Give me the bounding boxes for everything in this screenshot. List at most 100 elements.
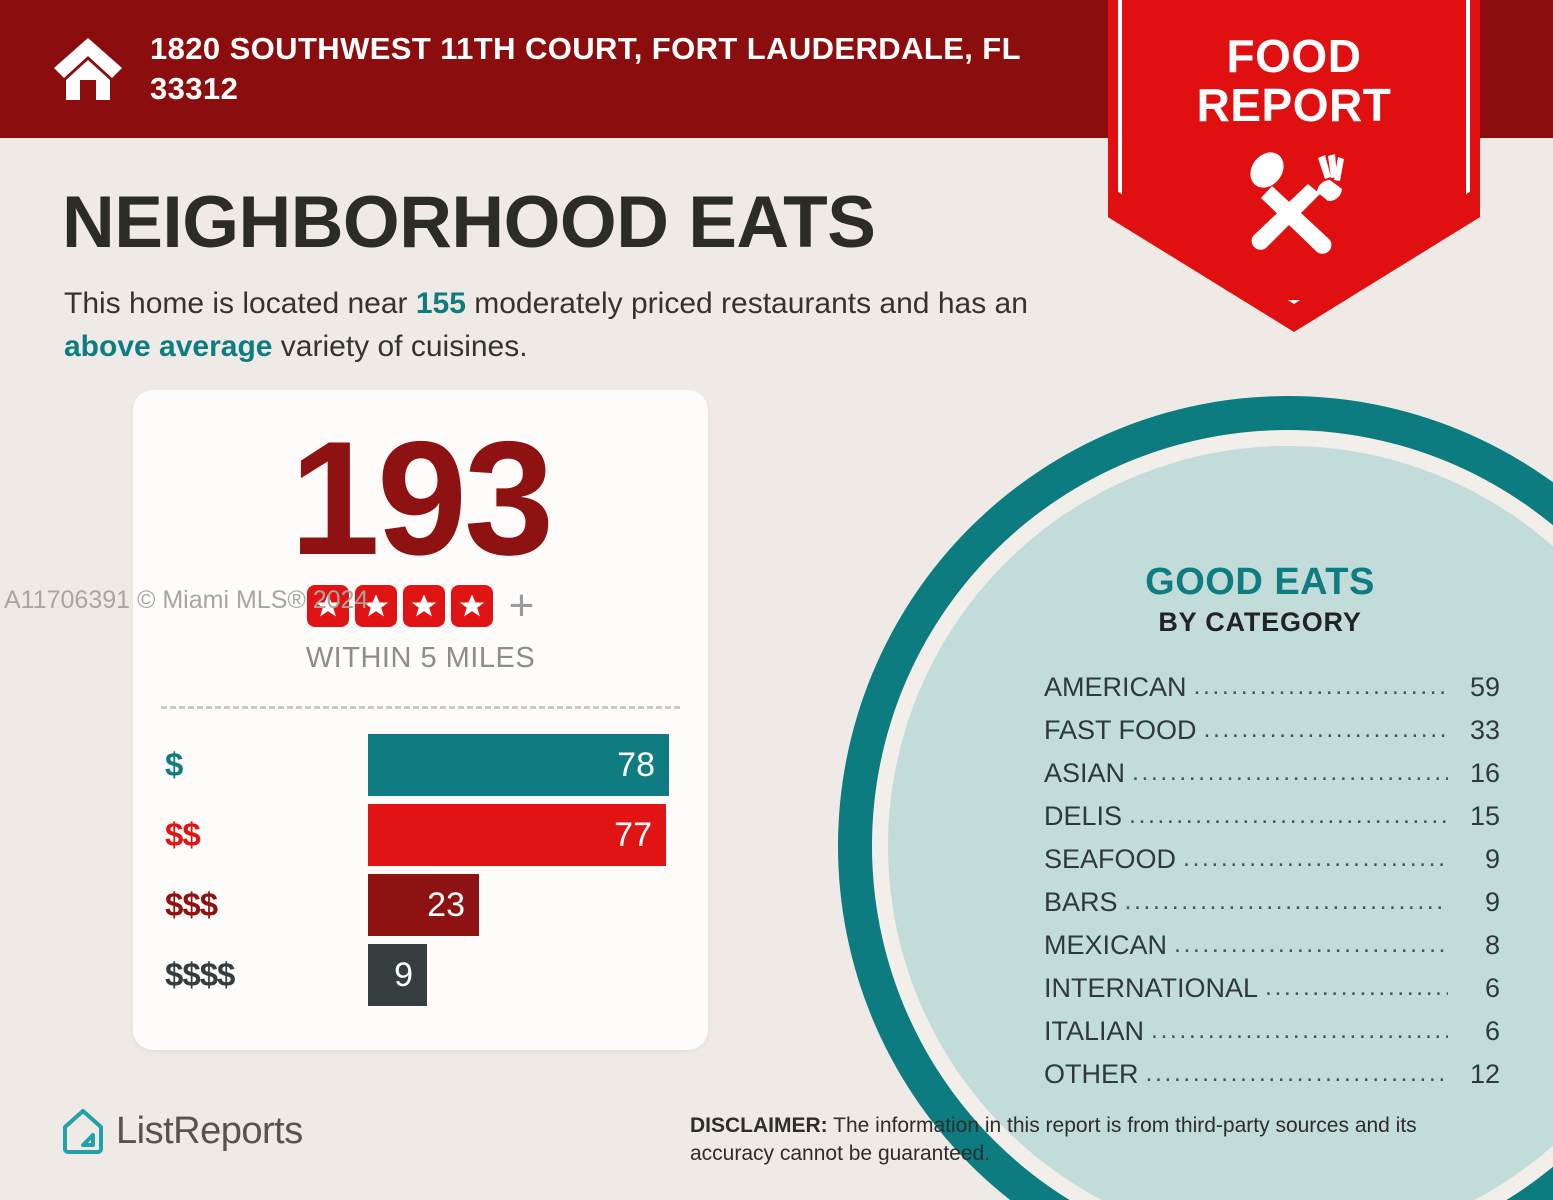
category-leader-dots: ........................................…	[1193, 671, 1448, 700]
category-row: SEAFOOD.................................…	[1044, 844, 1500, 875]
category-count: 9	[1484, 843, 1500, 874]
restaurant-total: 193	[289, 408, 554, 589]
category-name: AMERICAN	[1044, 671, 1187, 702]
disclaimer-label: DISCLAIMER:	[690, 1114, 828, 1137]
category-count: 33	[1469, 714, 1500, 745]
price-bar-track: 23	[368, 874, 479, 936]
page-title: NEIGHBORHOOD EATS	[62, 182, 876, 263]
price-bar-value: 9	[394, 955, 413, 994]
card-divider	[161, 706, 680, 709]
star-icon	[411, 594, 436, 617]
price-tier-label: $$$	[165, 886, 218, 923]
intro-part-3: variety of cuisines.	[272, 329, 528, 363]
price-bar-track: 77	[368, 804, 666, 866]
price-bar-chart: $78 $$ 77 $$$ 23 $$$$ 9	[133, 730, 708, 1010]
category-row: MEXICAN.................................…	[1044, 930, 1500, 961]
good-eats-panel: GOOD EATS BY CATEGORY AMERICAN..........…	[1020, 561, 1500, 1102]
category-name: ASIAN	[1044, 757, 1126, 788]
intro-restaurant-count: 155	[415, 287, 466, 320]
good-eats-subtitle: BY CATEGORY	[1158, 606, 1362, 637]
badge-inner-border	[1118, 0, 1470, 304]
teal-inner-circle	[888, 446, 1553, 1200]
category-leader-dots: ........................................…	[1203, 714, 1448, 743]
category-row: ASIAN...................................…	[1044, 758, 1500, 789]
category-row: FAST FOOD...............................…	[1044, 715, 1500, 746]
category-list: AMERICAN................................…	[1020, 672, 1500, 1090]
category-leader-dots: ........................................…	[1151, 1015, 1448, 1044]
category-name: INTERNATIONAL	[1044, 972, 1259, 1003]
price-bar-fill: 9	[368, 944, 427, 1006]
price-bar-value: 77	[614, 815, 652, 854]
mls-watermark: A11706391 © Miami MLS® 2024	[4, 586, 369, 614]
category-row: BARS....................................…	[1044, 887, 1500, 918]
category-leader-dots: ........................................…	[1183, 843, 1448, 872]
listreports-house-icon	[63, 1109, 103, 1154]
star-badge	[402, 585, 445, 627]
category-count: 16	[1469, 757, 1500, 788]
category-leader-dots: ........................................…	[1124, 886, 1448, 915]
category-row: ITALIAN.................................…	[1044, 1016, 1500, 1047]
price-tier-label: $	[165, 746, 183, 783]
category-leader-dots: ........................................…	[1145, 1058, 1449, 1087]
disclaimer: DISCLAIMER: The information in this repo…	[690, 1112, 1490, 1169]
star-badge	[354, 585, 397, 627]
food-report-badge: FOOD REPORT	[1108, 0, 1480, 332]
category-count: 6	[1484, 972, 1500, 1003]
category-leader-dots: ........................................…	[1129, 800, 1448, 829]
price-bar-row: $78	[133, 730, 708, 800]
category-name: DELIS	[1044, 800, 1123, 831]
price-bar-fill: 78	[368, 734, 669, 796]
price-bar-row: $$$$ 9	[133, 940, 708, 1010]
category-name: OTHER	[1044, 1058, 1139, 1089]
listreports-wordmark: ListReports	[116, 1109, 303, 1152]
star-plus-symbol: +	[508, 580, 535, 630]
good-eats-title: GOOD EATS	[1145, 561, 1375, 603]
header-address: 1820 SOUTHWEST 11TH COURT, FORT LAUDERDA…	[150, 31, 1021, 106]
intro-part-1: This home is located near	[64, 287, 416, 320]
spoon-fork-icon	[1250, 152, 1344, 254]
category-count: 15	[1469, 800, 1500, 831]
category-row: AMERICAN................................…	[1044, 672, 1500, 703]
price-bar-row: $$$ 23	[133, 870, 708, 940]
star-icon	[363, 594, 388, 617]
category-leader-dots: ........................................…	[1132, 757, 1448, 786]
category-leader-dots: ........................................…	[1265, 972, 1448, 1001]
category-count: 8	[1484, 929, 1500, 960]
category-row: DELIS...................................…	[1044, 801, 1500, 832]
intro-part-2: moderately priced restaurants and has an	[465, 287, 1028, 320]
category-leader-dots: ........................................…	[1174, 929, 1448, 958]
home-icon	[54, 38, 122, 100]
category-name: SEAFOOD	[1044, 843, 1177, 874]
intro-paragraph: This home is located near 155 moderately…	[64, 283, 1084, 369]
star-icon	[315, 594, 340, 617]
badge-label-line2: REPORT	[1196, 78, 1392, 131]
price-tier-label: $$	[165, 816, 201, 853]
star-rating: +	[133, 580, 708, 630]
category-name: FAST FOOD	[1044, 714, 1197, 745]
price-bar-fill: 23	[368, 874, 479, 936]
price-bar-track: 9	[368, 944, 427, 1006]
disclaimer-text: The information in this report is from t…	[690, 1114, 1417, 1166]
price-tier-label: $$$$	[165, 956, 235, 993]
category-count: 12	[1469, 1058, 1500, 1089]
listreports-logo: ListReports	[62, 1108, 303, 1154]
price-bar-row: $$ 77	[133, 800, 708, 870]
star-icon	[459, 594, 484, 617]
stats-card: 193 + WITHIN 5 MILES $78 $$ 77 $$$ 23 $$$$ 9	[133, 390, 708, 1050]
price-bar-track: 78	[368, 734, 669, 796]
badge-label-line1: FOOD	[1226, 30, 1362, 82]
price-bar-value: 78	[617, 745, 655, 784]
star-badge	[450, 585, 493, 627]
badge-label: FOOD REPORT	[1108, 32, 1480, 130]
category-name: BARS	[1044, 886, 1118, 917]
category-row: INTERNATIONAL...........................…	[1044, 973, 1500, 1004]
category-count: 59	[1469, 671, 1500, 702]
intro-variety-rating: above average	[64, 329, 273, 363]
category-name: MEXICAN	[1044, 929, 1168, 960]
price-bar-value: 23	[427, 885, 465, 924]
price-bar-fill: 77	[368, 804, 666, 866]
star-badge	[306, 585, 349, 627]
header-address-group: 1820 SOUTHWEST 11TH COURT, FORT LAUDERDA…	[52, 0, 1072, 138]
within-distance-label: WITHIN 5 MILES	[305, 642, 536, 674]
